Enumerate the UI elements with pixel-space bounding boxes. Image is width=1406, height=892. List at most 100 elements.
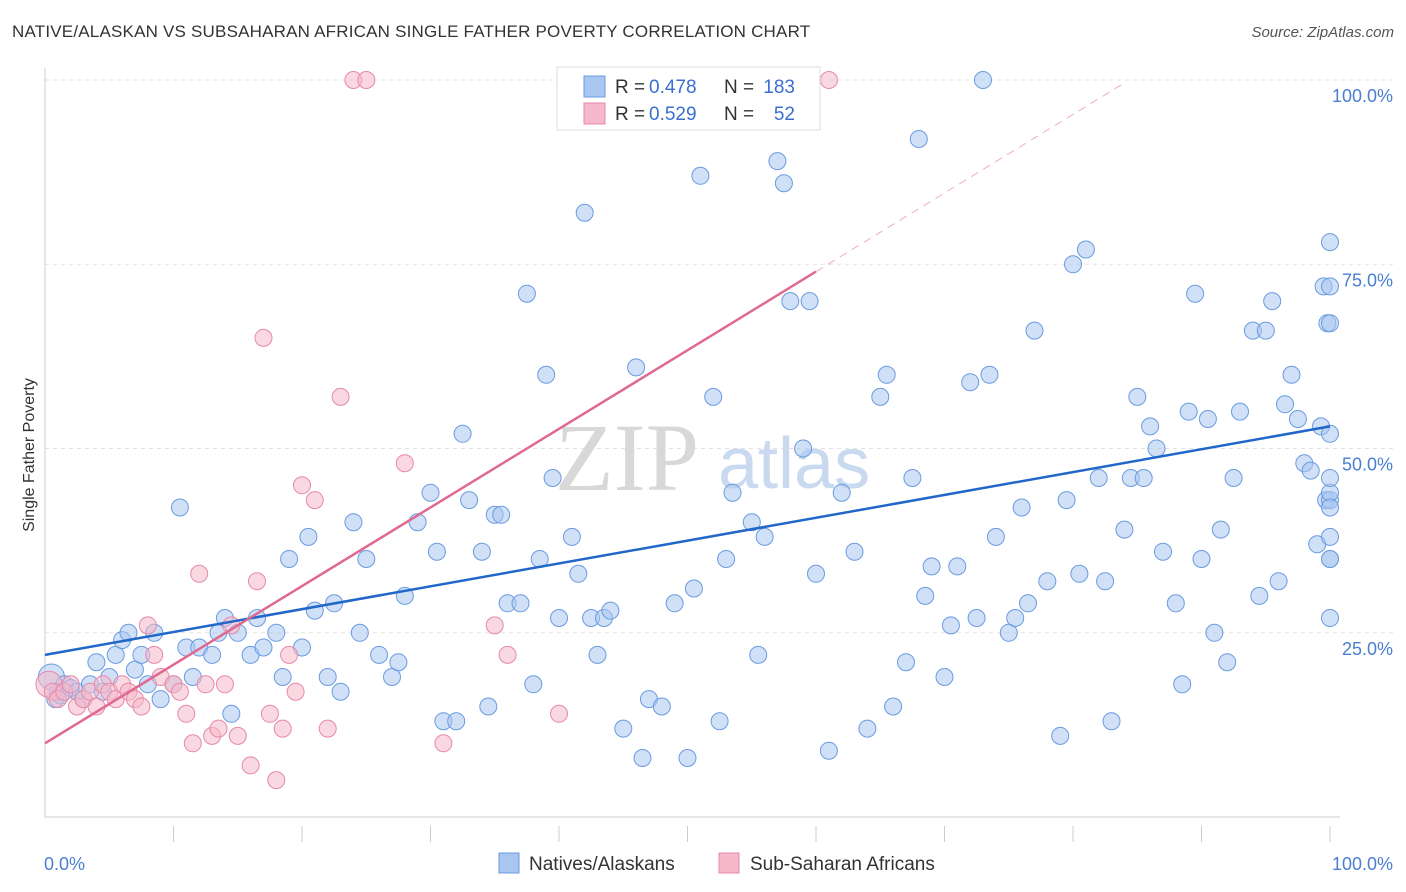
african-point	[305, 491, 324, 510]
native-point	[941, 616, 960, 635]
native-point	[935, 668, 954, 686]
native-point	[492, 505, 511, 524]
native-point	[1025, 321, 1044, 340]
african-point	[145, 645, 164, 664]
african-point	[318, 719, 337, 738]
y-tick-label-25: 25.0%	[1342, 639, 1393, 659]
native-point	[1115, 520, 1134, 539]
native-point	[511, 594, 530, 613]
native-point	[723, 483, 742, 502]
native-point	[1321, 424, 1339, 443]
native-point	[1321, 527, 1339, 546]
native-point	[588, 645, 607, 664]
native-point	[1038, 572, 1057, 591]
gridlines	[45, 79, 1395, 634]
y-tick-label-75: 75.0%	[1342, 270, 1393, 290]
native-point	[749, 645, 768, 664]
african-point	[183, 734, 202, 753]
native-point	[421, 483, 440, 502]
native-point	[897, 653, 915, 672]
african-point	[267, 771, 286, 790]
natives-alaskans-points	[37, 71, 1339, 767]
native-point	[691, 166, 710, 185]
african-point	[550, 704, 568, 723]
native-point	[1224, 469, 1243, 487]
native-point	[1141, 417, 1160, 436]
native-point	[1269, 572, 1288, 591]
african-trend-extension	[815, 82, 1125, 273]
native-point	[871, 387, 890, 406]
african-point	[357, 71, 376, 89]
native-point	[517, 284, 536, 303]
native-point	[543, 469, 562, 487]
native-point	[1154, 542, 1172, 561]
native-point	[601, 601, 620, 620]
native-point	[87, 653, 106, 672]
legend-r-value-2: 0.529	[649, 104, 697, 125]
native-point	[575, 203, 594, 222]
native-point	[961, 373, 980, 392]
african-point	[241, 756, 260, 775]
native-point	[447, 712, 466, 731]
native-point	[1192, 550, 1211, 568]
native-point	[684, 579, 703, 598]
african-point	[498, 645, 517, 664]
native-point	[986, 527, 1005, 546]
native-point	[909, 130, 928, 148]
native-point	[1288, 410, 1307, 428]
native-point	[916, 586, 935, 605]
native-point	[1198, 410, 1217, 428]
native-point	[948, 557, 967, 576]
native-point	[794, 439, 813, 458]
african-point	[196, 675, 215, 694]
sub-saharan-africans-points	[35, 71, 838, 790]
series-legend-swatch-natives	[498, 852, 520, 874]
african-point	[331, 387, 350, 406]
native-point	[781, 292, 800, 311]
native-point	[633, 749, 652, 767]
african-point	[434, 734, 453, 753]
native-point	[170, 498, 189, 517]
african-point	[190, 564, 209, 583]
native-point	[1276, 395, 1294, 414]
chart-title: NATIVE/ALASKAN VS SUBSAHARAN AFRICAN SIN…	[12, 22, 811, 41]
native-point	[1205, 623, 1224, 642]
african-point	[286, 682, 305, 701]
native-point	[562, 527, 581, 546]
native-point	[774, 174, 793, 193]
african-point	[485, 616, 504, 635]
african-point	[138, 616, 157, 635]
native-point	[254, 638, 273, 657]
native-point	[922, 557, 941, 576]
native-point	[1301, 461, 1320, 480]
native-point	[1211, 520, 1230, 539]
native-point	[1321, 609, 1339, 627]
native-point	[819, 741, 838, 760]
native-point	[1231, 402, 1249, 421]
series-legend-label-african: Sub-Saharan Africans	[750, 854, 935, 875]
native-point	[1282, 365, 1301, 384]
x-ticks	[173, 826, 1331, 842]
native-point	[1321, 277, 1339, 296]
native-point	[1218, 653, 1237, 672]
legend-r-value-1: 0.478	[649, 77, 697, 98]
african-point	[293, 476, 311, 495]
native-point	[1250, 586, 1269, 605]
native-point	[151, 690, 170, 709]
native-point	[800, 292, 819, 311]
native-point	[119, 623, 138, 642]
native-point	[1263, 292, 1282, 311]
native-point	[652, 697, 671, 716]
native-point	[203, 645, 222, 664]
native-point	[1134, 469, 1153, 487]
native-point	[273, 668, 292, 686]
watermark-zip: ZIP	[555, 404, 699, 511]
native-point	[1102, 712, 1121, 731]
legend-r-label-2: R =	[615, 104, 645, 125]
native-point	[845, 542, 864, 561]
african-point	[61, 675, 80, 694]
african-point	[228, 726, 247, 745]
african-trend-line	[44, 270, 817, 745]
native-point	[1006, 609, 1025, 627]
native-point	[299, 527, 318, 546]
